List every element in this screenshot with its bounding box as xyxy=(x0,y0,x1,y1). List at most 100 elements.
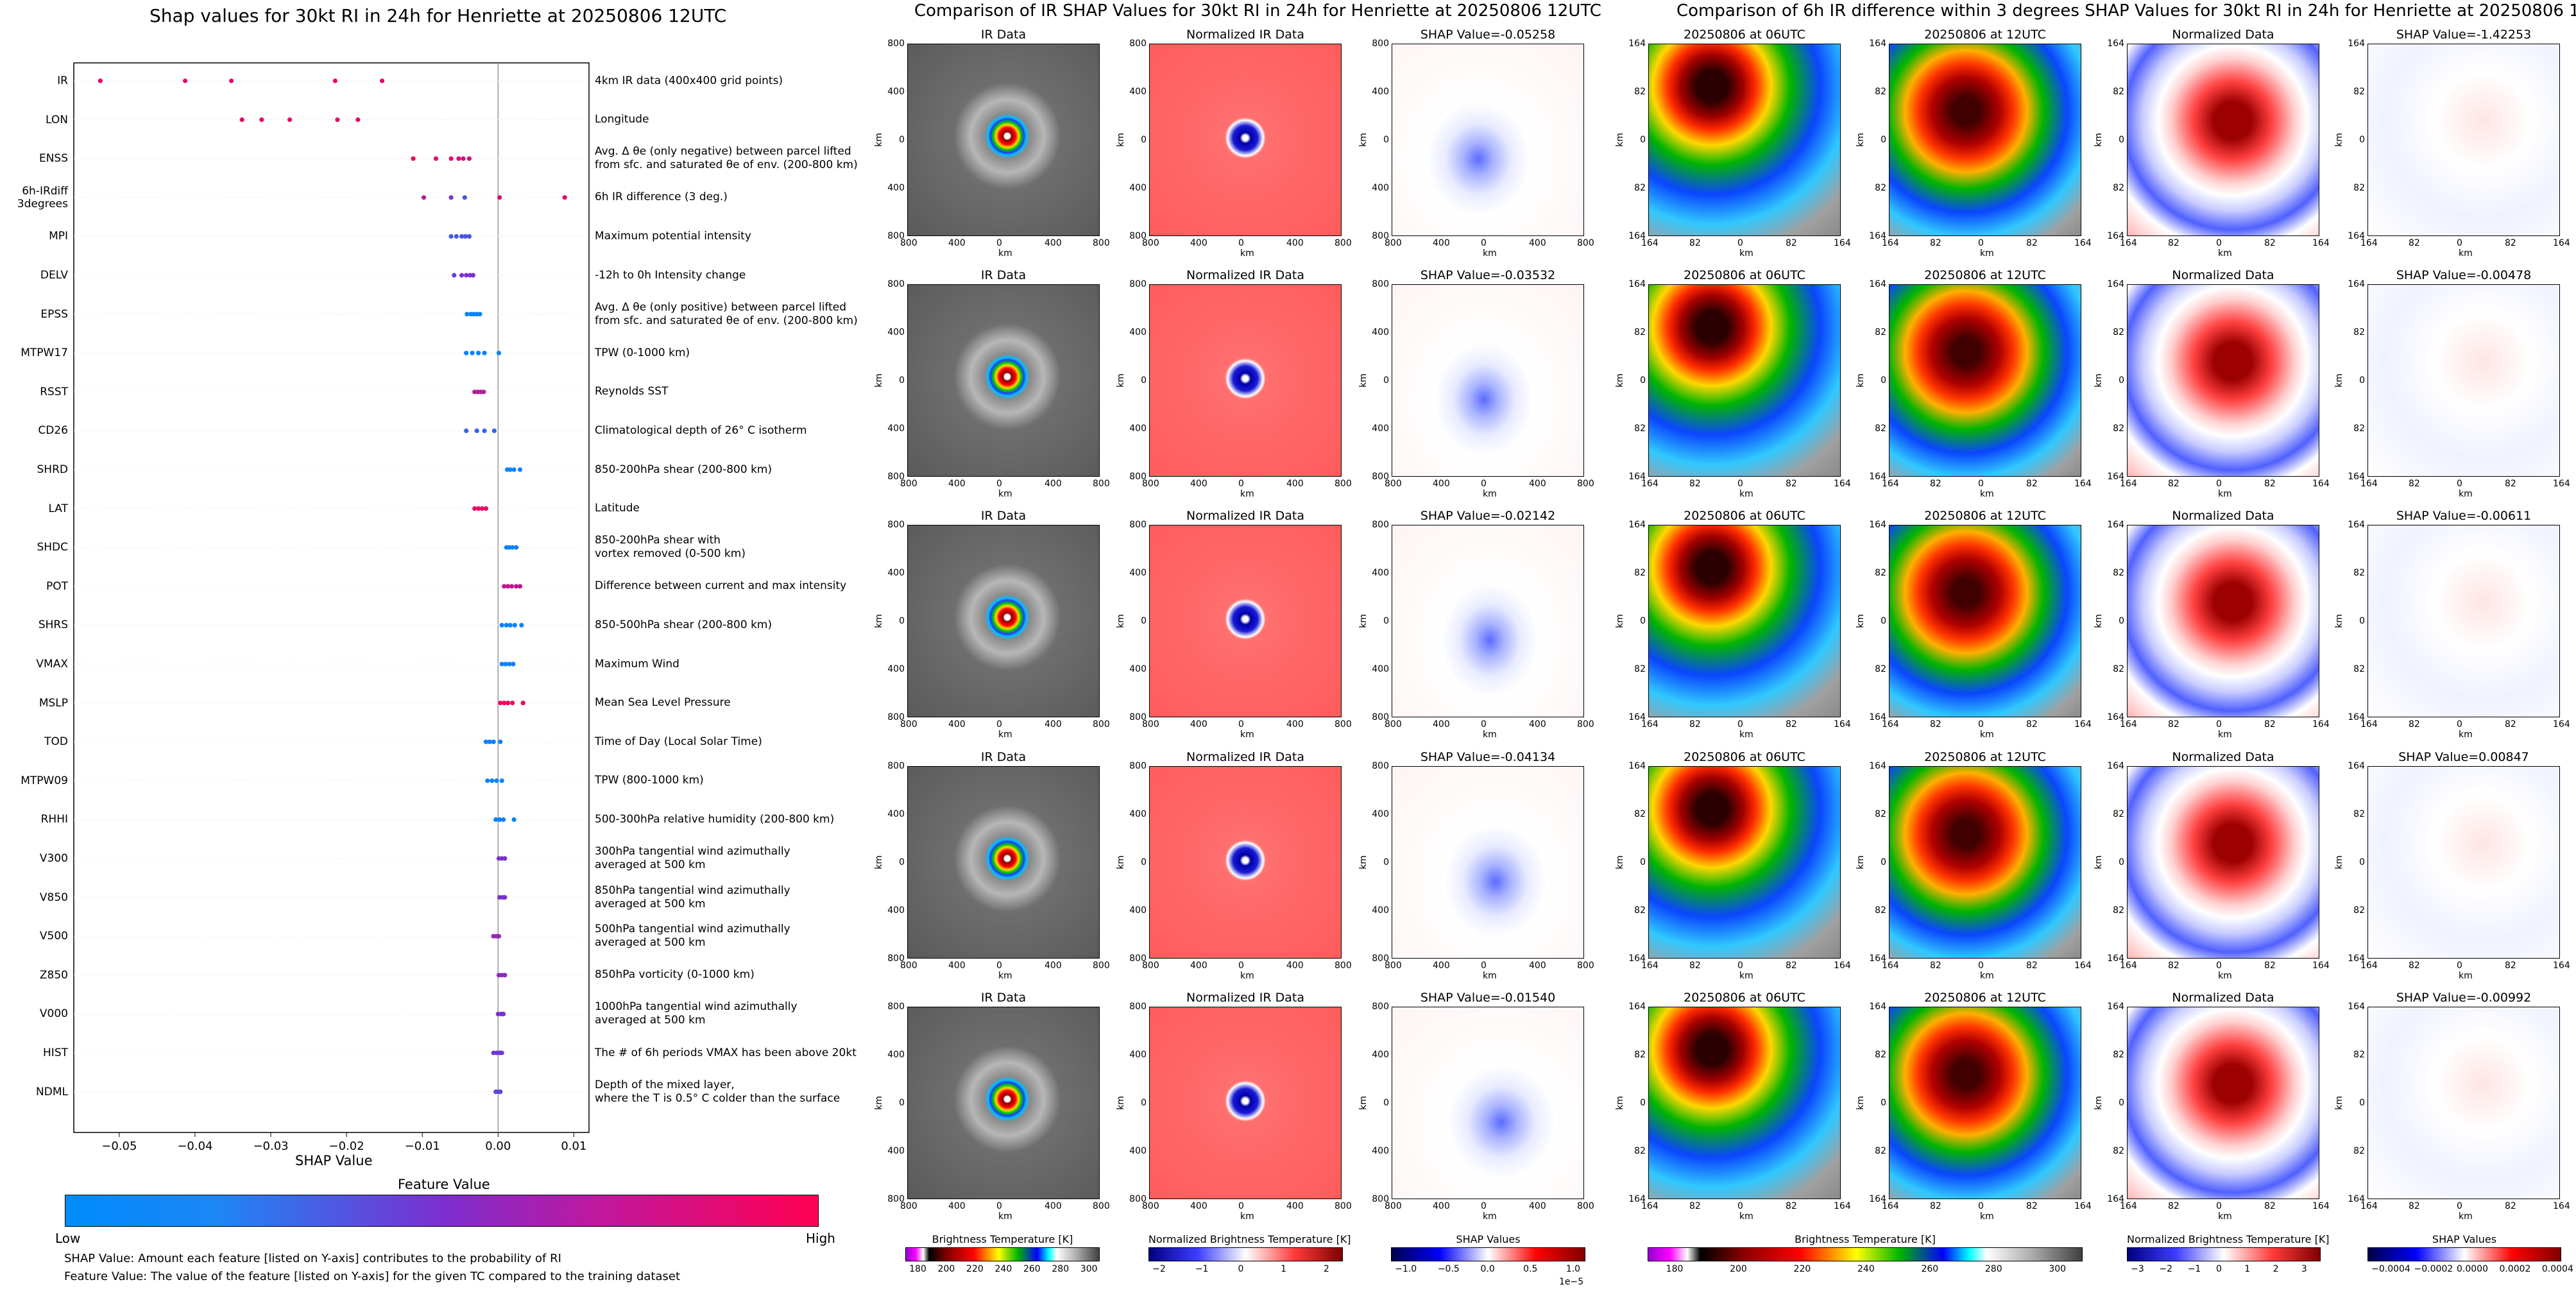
colorbar-tick-label: 180 xyxy=(1666,1264,1684,1274)
x-tick-label: 800 xyxy=(1142,719,1159,730)
x-tick-label: 164 xyxy=(1834,719,1851,730)
y-axis-label: km xyxy=(1115,133,1126,147)
x-tick-label: −0.02 xyxy=(329,1140,364,1153)
row-guides xyxy=(74,80,589,1093)
x-axis-label: km xyxy=(1240,1211,1254,1222)
y-tick-label: 800 xyxy=(887,38,905,49)
panel-title-06utc: 20250806 at 06UTC xyxy=(1684,991,1805,1005)
y-tick-label: 400 xyxy=(1129,568,1147,578)
shap-point xyxy=(499,622,504,628)
x-axis-label: km xyxy=(2459,971,2473,981)
y-tick-label: 82 xyxy=(1634,183,1646,193)
feature-name-label: POT xyxy=(46,579,68,593)
shap-point xyxy=(463,234,468,239)
feature-description-label: Reynolds SST xyxy=(595,385,669,398)
x-tick-label: 800 xyxy=(1093,479,1110,489)
y-axis-label: km xyxy=(873,133,884,147)
x-tick-label: 164 xyxy=(2553,238,2570,248)
y-tick-label: 800 xyxy=(1129,38,1147,49)
y-tick-label: 0 xyxy=(1640,375,1646,386)
shap-point xyxy=(433,156,439,161)
x-tick-label: 164 xyxy=(2553,960,2570,971)
y-axis-label: km xyxy=(1358,133,1369,147)
middle-normalized-colorbar-label: Normalized Brightness Temperature [K] xyxy=(1148,1233,1351,1245)
y-tick-label: 82 xyxy=(2113,809,2124,819)
x-tick-label: 164 xyxy=(2120,479,2137,489)
panel-title-normalized-ir: Normalized IR Data xyxy=(1186,750,1304,764)
feature-name-label: MTPW09 xyxy=(21,774,68,787)
shap-point xyxy=(562,195,567,200)
y-tick-label: 164 xyxy=(1869,472,1886,482)
shap-point xyxy=(448,156,454,161)
x-tick-label: 82 xyxy=(2264,1201,2276,1211)
image-panel xyxy=(2127,1007,2319,1199)
shap-point xyxy=(519,622,524,628)
y-tick-label: 164 xyxy=(2107,761,2124,771)
y-axis-label: km xyxy=(1855,133,1866,147)
shap-point xyxy=(472,506,477,511)
x-tick-label: 0 xyxy=(1238,719,1244,730)
x-axis-label: km xyxy=(2459,489,2473,499)
y-axis-label: km xyxy=(1855,855,1866,869)
shap-point xyxy=(517,467,523,472)
y-tick-label: 0 xyxy=(899,616,905,626)
x-tick-label: 800 xyxy=(1385,238,1402,248)
shap-point xyxy=(470,350,475,355)
panel-title-diff-shap: SHAP Value=-1.42253 xyxy=(2396,28,2532,42)
y-tick-label: 0 xyxy=(1383,616,1389,626)
x-tick-label: 164 xyxy=(1882,1201,1899,1211)
x-axis-label: SHAP Value xyxy=(295,1153,373,1168)
y-tick-label: 0 xyxy=(1881,375,1886,386)
y-tick-label: 400 xyxy=(887,1146,905,1156)
x-tick-label: 0 xyxy=(2457,1201,2462,1211)
y-tick-label: 164 xyxy=(2107,520,2124,530)
y-axis-label: km xyxy=(2093,373,2104,388)
x-tick-label: 82 xyxy=(1930,238,1941,248)
y-tick-label: 400 xyxy=(887,183,905,193)
shap-point xyxy=(465,312,470,317)
x-axis-label: km xyxy=(998,971,1012,981)
x-axis-label: km xyxy=(998,248,1012,259)
y-tick-label: 0 xyxy=(1881,616,1886,626)
y-tick-label: 800 xyxy=(1129,520,1147,530)
y-axis-label: km xyxy=(873,373,884,388)
x-tick-label: 164 xyxy=(1641,1201,1659,1211)
y-tick-label: 400 xyxy=(1129,664,1147,674)
y-tick-label: 82 xyxy=(1875,1050,1886,1060)
feature-description-label: 1000hPa tangential wind azimuthally aver… xyxy=(595,1000,798,1027)
x-tick-label: 800 xyxy=(1093,238,1110,248)
x-tick-label: 82 xyxy=(2168,238,2179,248)
shap-point xyxy=(479,506,485,511)
feature-name-label: DELV xyxy=(40,269,68,282)
y-tick-label: 800 xyxy=(887,712,905,722)
y-tick-label: 400 xyxy=(887,87,905,97)
y-tick-label: 800 xyxy=(1372,1002,1389,1012)
x-tick-label: 164 xyxy=(2553,479,2570,489)
shap-point xyxy=(499,1050,504,1055)
x-tick-label: 400 xyxy=(1045,960,1062,971)
image-panel xyxy=(1889,44,2081,236)
shap-point xyxy=(502,973,508,978)
colorbar-tick-label: 0 xyxy=(2216,1264,2222,1274)
shap-point xyxy=(503,662,508,667)
x-tick-label: 400 xyxy=(1045,479,1062,489)
x-tick-label: 0 xyxy=(2457,960,2462,971)
image-panel xyxy=(1889,766,2081,959)
y-tick-label: 82 xyxy=(1875,327,1886,337)
y-tick-label: 82 xyxy=(1634,1146,1646,1156)
feature-description-label: Latitude xyxy=(595,502,640,515)
panel-title-normalized-diff: Normalized Data xyxy=(2172,750,2274,764)
x-tick-label: 0 xyxy=(2216,1201,2222,1211)
x-tick-label: 164 xyxy=(1834,1201,1851,1211)
colorbar-tick-label: −0.5 xyxy=(1437,1264,1460,1274)
y-axis-label: km xyxy=(1614,614,1625,628)
feature-name-label: SHRS xyxy=(38,619,68,632)
shap-point xyxy=(485,778,490,783)
x-tick-label: 164 xyxy=(2120,719,2137,730)
panel-title-12utc: 20250806 at 12UTC xyxy=(1924,509,2046,523)
x-tick-label: 164 xyxy=(1834,479,1851,489)
x-tick-label: 82 xyxy=(2409,238,2420,248)
x-tick-label: −0.03 xyxy=(253,1140,288,1153)
middle-ir-colorbar xyxy=(905,1247,1100,1261)
y-tick-label: 800 xyxy=(1372,472,1389,482)
